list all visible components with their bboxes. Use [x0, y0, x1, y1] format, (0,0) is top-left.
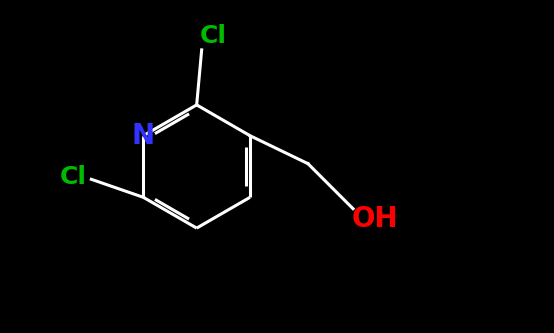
Text: Cl: Cl [200, 24, 227, 48]
Text: OH: OH [352, 205, 398, 233]
Text: N: N [132, 122, 155, 150]
Text: Cl: Cl [60, 165, 87, 189]
